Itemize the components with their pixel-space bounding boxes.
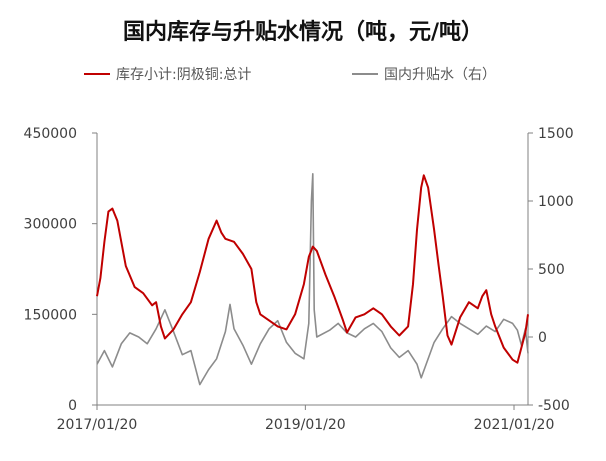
chart-title: 国内库存与升贴水情况（吨，元/吨） [122,20,484,45]
right-tick-label: -500 [538,398,570,414]
x-tick-label: 2017/01/20 [57,417,138,433]
right-tick-label: 500 [538,262,565,278]
legend-label-inventory: 库存小计:阴极铜:总计 [116,67,252,83]
right-tick-label: 1500 [538,126,574,142]
right-tick-label: 1000 [538,194,574,210]
left-tick-label: 300000 [24,217,77,233]
legend-swatch-inventory [84,73,110,75]
legend-swatch-basis [352,73,378,75]
right-tick-label: 0 [538,330,547,346]
series-line-inventory [96,174,529,364]
legend-label-basis: 国内升贴水（右） [384,67,496,83]
x-tick-label: 2019/01/20 [265,417,346,433]
chart-legend: 库存小计:阴极铜:总计 国内升贴水（右） [0,64,606,88]
x-tick-label: 2021/01/20 [474,417,555,433]
legend-item-inventory: 库存小计:阴极铜:总计 [84,64,251,84]
series-line-basis [96,173,529,386]
legend-item-basis: 国内升贴水（右） [352,64,496,84]
left-tick-label: 450000 [24,126,77,142]
left-tick-label: 150000 [24,307,77,323]
left-tick-label: 0 [68,398,77,414]
